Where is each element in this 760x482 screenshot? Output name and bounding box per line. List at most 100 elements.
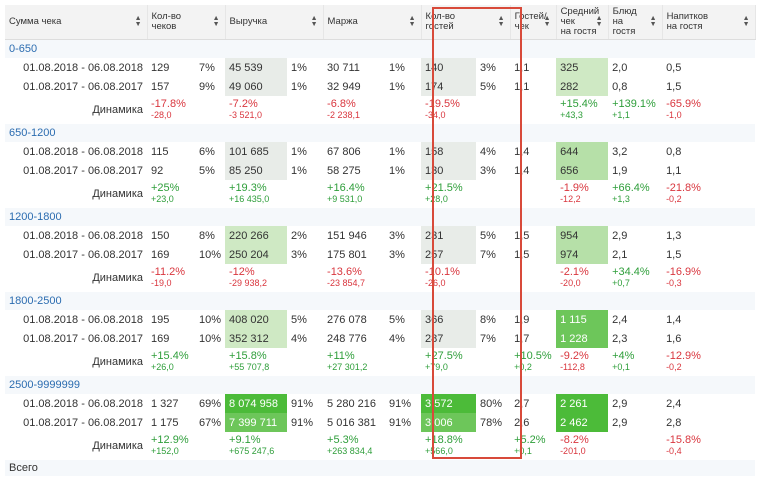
guests-cell: 3 572 [421, 394, 477, 413]
revenue-cell: 408 020 [225, 310, 288, 329]
checks-cell: 1 175 [151, 416, 179, 429]
revenue-pct-cell: 2% [291, 229, 307, 242]
dynamics-absolute: -20,0 [560, 278, 581, 288]
table-row: 01.08.2018 - 06.08.2018 195 10% 408 020 5% 27… [5, 310, 755, 329]
dynamics-revenue-cell: -7.2% -3 521,0 [225, 96, 323, 124]
dynamics-percent: -2.1% [560, 266, 589, 278]
dynamics-absolute: +79,0 [425, 362, 448, 372]
dynamics-percent: +15.4% [560, 98, 598, 110]
dishes-cell: 2,1 [612, 248, 628, 261]
guests-cell: 3 006 [421, 413, 477, 432]
column-header-revenue[interactable]: Выручка ▲ ▼ [225, 5, 324, 40]
checks-cell: 92 [151, 164, 164, 177]
dynamics-checks-cell: -11.2% -19,0 [147, 264, 225, 292]
avg-check-cell: 1 228 [556, 329, 609, 348]
dynamics-row: Динамика +25% +23,0 +19.3% +16 435,0 +16.4% +9… [5, 180, 755, 208]
dynamics-checks-cell: +25% +23,0 [147, 180, 225, 208]
group-row[interactable]: 1200-1800 [5, 208, 756, 226]
dynamics-percent: -65.9% [666, 98, 701, 110]
sort-icon[interactable]: ▲ ▼ [742, 15, 750, 28]
dynamics-percent: -1.9% [560, 182, 589, 194]
column-header-drinks-per-guest[interactable]: Напитков на гостя ▲ ▼ [662, 5, 756, 40]
margin-pct-cell: 1% [389, 145, 405, 158]
drinks-cell: 0,8 [666, 145, 682, 158]
dynamics-dishes-cell: +4% +0,1 [608, 348, 662, 376]
sort-icon[interactable]: ▲ ▼ [497, 15, 505, 28]
dynamics-guests-cell: +27.5% +79,0 [421, 348, 510, 376]
sort-icon[interactable]: ▲ ▼ [134, 15, 142, 28]
dynamics-percent: +25% [151, 182, 180, 194]
dynamics-label: Динамика [92, 440, 143, 452]
column-header-check-sum[interactable]: Сумма чека ▲ ▼ [5, 5, 148, 40]
dynamics-guests-cell: -10.1% -26,0 [421, 264, 510, 292]
dynamics-absolute: -0,2 [666, 362, 682, 372]
total-label: Всего [5, 460, 756, 476]
dynamics-label: Динамика [92, 356, 143, 368]
dynamics-drinks-cell: -12.9% -0,2 [662, 348, 755, 376]
dishes-cell: 3,2 [612, 145, 628, 158]
sort-icon[interactable]: ▲ ▼ [212, 15, 220, 28]
sort-icon[interactable]: ▲ ▼ [595, 15, 603, 28]
checks-pct-cell: 6% [199, 145, 215, 158]
dynamics-percent: +5.2% [514, 434, 546, 446]
dynamics-revenue-cell: -12% -29 938,2 [225, 264, 323, 292]
dynamics-percent: -10.1% [425, 266, 460, 278]
group-row[interactable]: 650-1200 [5, 124, 756, 142]
guests-pct-cell: 3% [480, 61, 496, 74]
dynamics-revenue-cell: +9.1% +675 247,6 [225, 432, 323, 460]
dynamics-margin-cell: +11% +27 301,2 [323, 348, 421, 376]
checks-cell: 150 [151, 229, 170, 242]
guests-per-check-cell: 1,5 [514, 229, 530, 242]
group-row[interactable]: 2500-9999999 [5, 376, 756, 394]
revenue-cell: 49 060 [225, 77, 288, 96]
column-header-label: Блюд на гостя [612, 6, 637, 37]
dynamics-absolute: +675 247,6 [229, 446, 275, 456]
guests-per-check-cell: 1,4 [514, 164, 530, 177]
margin-pct-cell: 5% [389, 313, 405, 326]
group-row[interactable]: 0-650 [5, 39, 756, 58]
drinks-cell: 1,3 [666, 229, 682, 242]
dynamics-percent: +10.5% [514, 350, 552, 362]
column-header-guests-per-check[interactable]: Гостей/ чек ▲ ▼ [510, 5, 557, 40]
table-row: 01.08.2018 - 06.08.2018 1 327 69% 8 074 958… [5, 394, 755, 413]
revenue-cell: 352 312 [225, 329, 288, 348]
drinks-cell: 1,6 [666, 332, 682, 345]
dishes-cell: 2,9 [612, 397, 628, 410]
dynamics-label: Динамика [92, 272, 143, 284]
dynamics-absolute: +26,0 [151, 362, 174, 372]
margin-cell: 5 016 381 [327, 416, 376, 429]
dynamics-absolute: +28,0 [425, 194, 448, 204]
column-header-checks-count[interactable]: Кол-во чеков ▲ ▼ [147, 5, 226, 40]
column-header-avg-check-per-guest[interactable]: Средний чек на гостя ▲ ▼ [556, 5, 609, 40]
dynamics-dishes-cell: +66.4% +1,3 [608, 180, 662, 208]
revenue-pct-cell: 1% [291, 145, 307, 158]
dynamics-percent: +18.8% [425, 434, 463, 446]
guests-per-check-cell: 2,6 [514, 416, 530, 429]
report-body: 0-650 01.08.2018 - 06.08.2018 129 7% 45 539 1… [5, 39, 756, 476]
guests-cell: 130 [421, 161, 477, 180]
dynamics-absolute: -3 521,0 [229, 110, 263, 120]
avg-check-cell: 656 [556, 161, 609, 180]
dynamics-percent: +4% [612, 350, 635, 362]
group-label: 650-1200 [5, 124, 756, 142]
dynamics-checks-cell: +15.4% +26,0 [147, 348, 225, 376]
sort-icon[interactable]: ▲ ▼ [408, 15, 416, 28]
sort-icon[interactable]: ▲ ▼ [543, 15, 551, 28]
sort-icon[interactable]: ▲ ▼ [310, 15, 318, 28]
sort-icon[interactable]: ▲ ▼ [649, 15, 657, 28]
revenue-cell: 45 539 [225, 58, 288, 77]
checks-pct-cell: 10% [199, 332, 222, 345]
guests-cell: 158 [421, 142, 477, 161]
column-header-margin[interactable]: Маржа ▲ ▼ [323, 5, 422, 40]
dynamics-absolute: +0,2 [514, 362, 532, 372]
dynamics-avg-cell: -8.2% -201,0 [556, 432, 608, 460]
column-header-label: Напитков на гостя [666, 11, 709, 32]
dynamics-absolute: +16 435,0 [229, 194, 270, 204]
margin-cell: 30 711 [327, 61, 360, 74]
dynamics-absolute: +27 301,2 [327, 362, 368, 372]
drinks-cell: 0,5 [666, 61, 682, 74]
column-header-dishes-per-guest[interactable]: Блюд на гостя ▲ ▼ [608, 5, 663, 40]
column-header-guest-count[interactable]: Кол-во гостей ▲ ▼ [421, 5, 511, 40]
total-row[interactable]: Всего [5, 460, 756, 476]
group-row[interactable]: 1800-2500 [5, 292, 756, 310]
